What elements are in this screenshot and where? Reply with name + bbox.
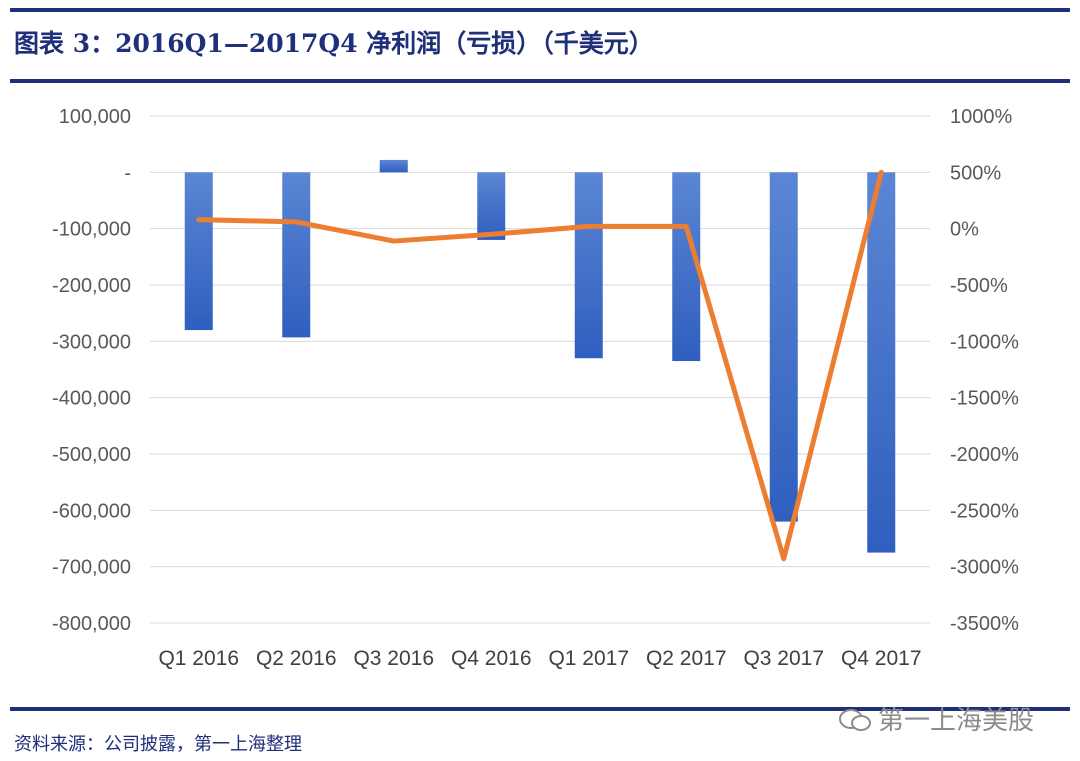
bar xyxy=(184,172,213,331)
bar xyxy=(379,159,408,173)
left-tick-label: -400,000 xyxy=(52,388,131,410)
line-series xyxy=(196,169,884,562)
right-tick-label: 0% xyxy=(950,219,979,241)
left-tick-label: 100,000 xyxy=(59,106,131,128)
category-label: Q1 2017 xyxy=(548,647,629,670)
right-tick-label: -3000% xyxy=(950,557,1019,579)
source-note: 资料来源：公司披露，第一上海整理 xyxy=(14,734,302,755)
category-label: Q2 2017 xyxy=(646,647,727,670)
bar xyxy=(477,172,506,240)
right-axis-labels: 1000% 500% 0% -500% -1000% -1500% -2000% -2500%… xyxy=(950,106,1019,635)
chart-title: 图表 3：2016Q1—2017Q4 净利润（亏损）（千美元） xyxy=(14,29,654,58)
watermark-text: 第一上海美股 xyxy=(878,706,1035,736)
left-tick-label: -800,000 xyxy=(52,613,131,635)
left-tick-label: -600,000 xyxy=(52,500,131,522)
top-rule xyxy=(10,8,1070,12)
category-label: Q3 2017 xyxy=(743,647,824,670)
category-label: Q3 2016 xyxy=(353,647,434,670)
line-path xyxy=(196,169,884,562)
right-tick-label: 500% xyxy=(950,162,1001,184)
category-label: Q2 2016 xyxy=(256,647,337,670)
bar-series xyxy=(184,159,896,553)
right-tick-label: -3500% xyxy=(950,613,1019,635)
category-label: Q4 2016 xyxy=(451,647,532,670)
bar xyxy=(282,172,311,338)
category-labels: Q1 2016 Q2 2016 Q3 2016 Q4 2016 Q1 2017 Q2 20… xyxy=(158,647,921,670)
category-label: Q4 2017 xyxy=(841,647,922,670)
bar xyxy=(574,172,603,359)
title-rule xyxy=(10,79,1070,83)
left-tick-label: -300,000 xyxy=(52,331,131,353)
right-tick-label: -2000% xyxy=(950,444,1019,466)
right-tick-label: -1500% xyxy=(950,388,1019,410)
left-tick-label: -500,000 xyxy=(52,444,131,466)
left-tick-label: -700,000 xyxy=(52,557,131,579)
grid-lines xyxy=(150,115,930,624)
bar xyxy=(867,172,896,553)
bar xyxy=(769,172,798,522)
watermark: 第一上海美股 xyxy=(838,700,1034,737)
wechat-icon xyxy=(839,709,871,731)
right-tick-label: 1000% xyxy=(950,106,1012,128)
left-tick-label: - xyxy=(124,162,131,184)
right-tick-label: -1000% xyxy=(950,331,1019,353)
right-tick-label: -500% xyxy=(950,275,1008,297)
right-tick-label: -2500% xyxy=(950,500,1019,522)
left-axis-labels: 100,000 - -100,000 -200,000 -300,000 -400,000… xyxy=(52,106,131,635)
bottom-rule xyxy=(10,707,1070,711)
left-tick-label: -100,000 xyxy=(52,219,131,241)
chart: 100,000 - -100,000 -200,000 -300,000 -400,000… xyxy=(52,106,1019,670)
category-label: Q1 2016 xyxy=(158,647,239,670)
left-tick-label: -200,000 xyxy=(52,275,131,297)
